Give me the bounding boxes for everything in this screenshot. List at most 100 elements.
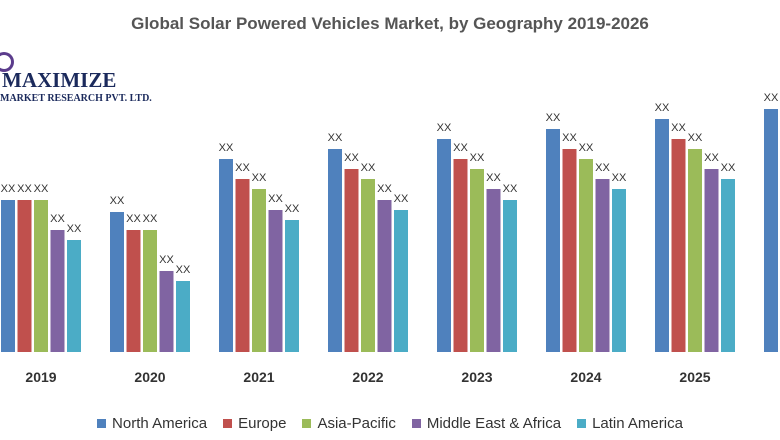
bar-europe-2024 [562,149,577,352]
data-label: XX [671,122,686,134]
bar-north-america-2019 [1,200,15,352]
data-label: XX [394,193,409,205]
bar-asia-pacific-2023 [470,169,484,352]
logo-subtitle: MARKET RESEARCH PVT. LTD. [0,93,152,104]
bar-asia-pacific-2025 [688,149,702,352]
x-tick-label: 2019 [25,369,56,385]
data-label: XX [219,142,234,154]
data-label: XX [67,223,82,235]
legend-label: North America [112,415,208,432]
legend-item: Asia-Pacific [302,415,396,432]
bar-north-america-2026 [764,109,778,352]
x-tick-label: 2025 [679,369,710,385]
bar-north-america-2022 [328,149,342,352]
bar-europe-2025 [671,139,686,352]
data-label: XX [688,132,703,144]
bar-north-america-2021 [219,159,233,352]
data-label: XX [453,142,468,154]
data-label: XX [268,193,283,205]
bar-north-america-2023 [437,139,451,352]
bar-latin-america-2019 [67,240,81,352]
logo-name: MAXIMIZE [2,68,117,92]
data-label: XX [252,172,267,184]
data-label: XX [50,213,65,225]
data-label: XX [143,213,158,225]
company-logo: MAXIMIZE MARKET RESEARCH PVT. LTD. [0,52,160,112]
data-label: XX [34,183,49,195]
bar-asia-pacific-2019 [34,200,48,352]
bar-europe-2019 [17,200,32,352]
bar-middle-east-africa-2022 [377,200,392,352]
data-label: XX [159,254,174,266]
bar-north-america-2025 [655,119,669,352]
bar-latin-america-2024 [612,189,626,352]
data-label: XX [17,183,32,195]
data-label: XX [328,132,343,144]
bar-asia-pacific-2022 [361,179,375,352]
data-label: XX [285,203,300,215]
legend-item: Latin America [577,415,683,432]
data-label: XX [579,142,594,154]
legend-label: Asia-Pacific [317,415,396,432]
data-label: XX [704,152,719,164]
data-label: XX [1,183,16,195]
data-label: XX [344,152,359,164]
legend-label: Latin America [592,415,683,432]
bar-middle-east-africa-2020 [159,271,174,352]
chart-legend: North America Europe Asia-Pacific Middle Ea… [0,415,780,432]
data-label: XX [110,195,125,207]
legend-swatch [577,419,587,428]
x-tick-label: 2023 [461,369,492,385]
data-label: XX [486,172,501,184]
bar-latin-america-2022 [394,210,408,352]
logo-mark-icon [0,52,14,72]
bar-europe-2023 [453,159,468,352]
x-tick-label: 2024 [570,369,601,385]
legend-label: Middle East & Africa [426,415,562,432]
x-tick-label: 2022 [352,369,383,385]
bar-asia-pacific-2024 [579,159,593,352]
data-label: XX [176,264,191,276]
bar-north-america-2024 [546,129,560,352]
x-tick-label: 2020 [134,369,165,385]
data-label: XX [437,122,452,134]
bar-latin-america-2021 [285,220,299,352]
legend-swatch [223,419,233,428]
legend-label: Europe [238,415,287,432]
data-label: XX [764,92,779,104]
bar-asia-pacific-2020 [143,230,157,352]
data-label: XX [655,102,670,114]
data-label: XX [361,162,376,174]
data-label: XX [721,162,736,174]
chart-title: Global Solar Powered Vehicles Market, by… [131,14,649,33]
bar-latin-america-2025 [721,179,735,352]
data-label: XX [235,162,250,174]
legend-swatch [97,419,107,428]
legend-swatch [411,419,421,428]
data-label: XX [126,213,141,225]
bar-latin-america-2020 [176,281,190,352]
data-label: XX [470,152,485,164]
bar-europe-2022 [344,169,359,352]
legend-item: Europe [223,415,286,432]
bar-latin-america-2023 [503,200,517,352]
bar-asia-pacific-2021 [252,189,266,352]
data-label: XX [595,162,610,174]
bar-middle-east-africa-2021 [268,210,283,352]
bar-north-america-2020 [110,212,124,352]
bar-europe-2021 [235,179,250,352]
x-tick-label: 2021 [243,369,274,385]
data-label: XX [377,183,392,195]
bar-middle-east-africa-2019 [50,230,65,352]
legend-item: Middle East & Africa [411,415,562,432]
data-label: XX [562,132,577,144]
legend-swatch [302,419,312,428]
bar-middle-east-africa-2024 [595,179,610,352]
data-label: XX [503,183,518,195]
data-label: XX [546,112,561,124]
bar-middle-east-africa-2023 [486,189,501,352]
bar-europe-2020 [126,230,141,352]
legend-item: North America [97,415,207,432]
bar-middle-east-africa-2025 [704,169,719,352]
